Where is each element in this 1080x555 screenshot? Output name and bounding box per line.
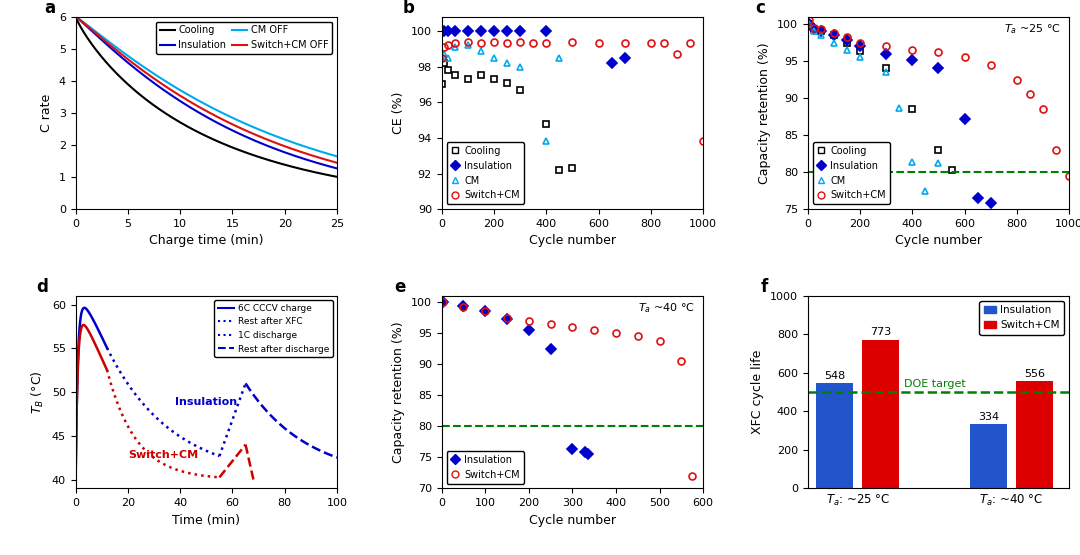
CM OFF (188, 95, 201, 102)
Y-axis label: $T_B$ (°C): $T_B$ (°C) (30, 370, 46, 414)
Cooling (266, 158, 279, 164)
Text: $T_a$ ~40 °C: $T_a$ ~40 °C (638, 301, 696, 315)
Text: 548: 548 (824, 371, 846, 381)
Switch+CM OFF (136, 67, 149, 74)
CM OFF (116, 48, 129, 55)
CM OFF (266, 132, 279, 138)
Insulation (188, 106, 201, 113)
Switch+CM OFF (224, 120, 237, 127)
Switch+CM OFF (266, 138, 279, 145)
Line: Cooling: Cooling (76, 17, 337, 177)
Cooling (116, 75, 129, 82)
Bar (816, 383, 853, 488)
Text: Switch+CM: Switch+CM (127, 450, 198, 460)
X-axis label: Cycle number: Cycle number (529, 514, 616, 527)
Text: d: d (37, 278, 49, 296)
Line: Switch+CM OFF: Switch+CM OFF (76, 17, 337, 163)
Y-axis label: Capacity retention (%): Capacity retention (%) (758, 42, 771, 184)
CM OFF (244, 123, 257, 129)
Insulation (266, 144, 279, 151)
Y-axis label: XFC cycle life: XFC cycle life (752, 350, 765, 435)
Text: f: f (760, 278, 768, 296)
Text: b: b (403, 0, 415, 17)
Cooling (330, 174, 343, 180)
Legend: Cooling, Insulation, CM OFF, Switch+CM OFF: Cooling, Insulation, CM OFF, Switch+CM O… (156, 22, 333, 54)
Legend: Cooling, Insulation, CM, Switch+CM: Cooling, Insulation, CM, Switch+CM (446, 142, 524, 204)
CM OFF (136, 63, 149, 70)
Text: DOE target: DOE target (904, 379, 966, 389)
Switch+CM OFF (188, 100, 201, 107)
Bar (862, 340, 900, 488)
Text: $T_a$ ~25 °C: $T_a$ ~25 °C (1004, 22, 1062, 36)
Cooling (136, 94, 149, 100)
Y-axis label: Capacity retention (%): Capacity retention (%) (392, 321, 405, 463)
Legend: Insulation, Switch+CM: Insulation, Switch+CM (446, 451, 524, 483)
Text: c: c (755, 0, 766, 17)
Legend: Insulation, Switch+CM: Insulation, Switch+CM (980, 301, 1064, 335)
Cooling (244, 151, 257, 158)
X-axis label: Cycle number: Cycle number (529, 234, 616, 248)
Text: 556: 556 (1024, 369, 1045, 379)
Line: CM OFF: CM OFF (76, 17, 337, 157)
Insulation (136, 71, 149, 78)
Switch+CM OFF (244, 129, 257, 136)
CM OFF (69, 13, 82, 20)
CM OFF (330, 153, 343, 160)
Insulation (244, 135, 257, 142)
X-axis label: Time (min): Time (min) (173, 514, 241, 527)
CM OFF (224, 113, 237, 120)
Switch+CM OFF (330, 159, 343, 166)
Switch+CM OFF (69, 13, 82, 20)
Text: Insulation: Insulation (175, 397, 238, 407)
Text: 773: 773 (870, 327, 891, 337)
Insulation (330, 165, 343, 171)
Y-axis label: CE (%): CE (%) (392, 92, 405, 134)
Bar (1016, 381, 1053, 488)
Text: a: a (44, 0, 55, 17)
X-axis label: Cycle number: Cycle number (895, 234, 982, 248)
Cooling (224, 143, 237, 150)
Cooling (188, 127, 201, 133)
Insulation (69, 13, 82, 20)
Text: 334: 334 (977, 412, 999, 422)
X-axis label: Charge time (min): Charge time (min) (149, 234, 264, 248)
Bar (970, 424, 1007, 488)
Insulation (224, 126, 237, 133)
Legend: 6C CCCV charge, Rest after XFC, 1C discharge, Rest after discharge: 6C CCCV charge, Rest after XFC, 1C disch… (214, 300, 333, 357)
Y-axis label: C rate: C rate (40, 94, 53, 132)
Cooling (69, 13, 82, 20)
Text: e: e (394, 278, 406, 296)
Line: Insulation: Insulation (76, 17, 337, 168)
Switch+CM OFF (116, 51, 129, 58)
Legend: Cooling, Insulation, CM, Switch+CM: Cooling, Insulation, CM, Switch+CM (812, 142, 890, 204)
Insulation (116, 54, 129, 61)
